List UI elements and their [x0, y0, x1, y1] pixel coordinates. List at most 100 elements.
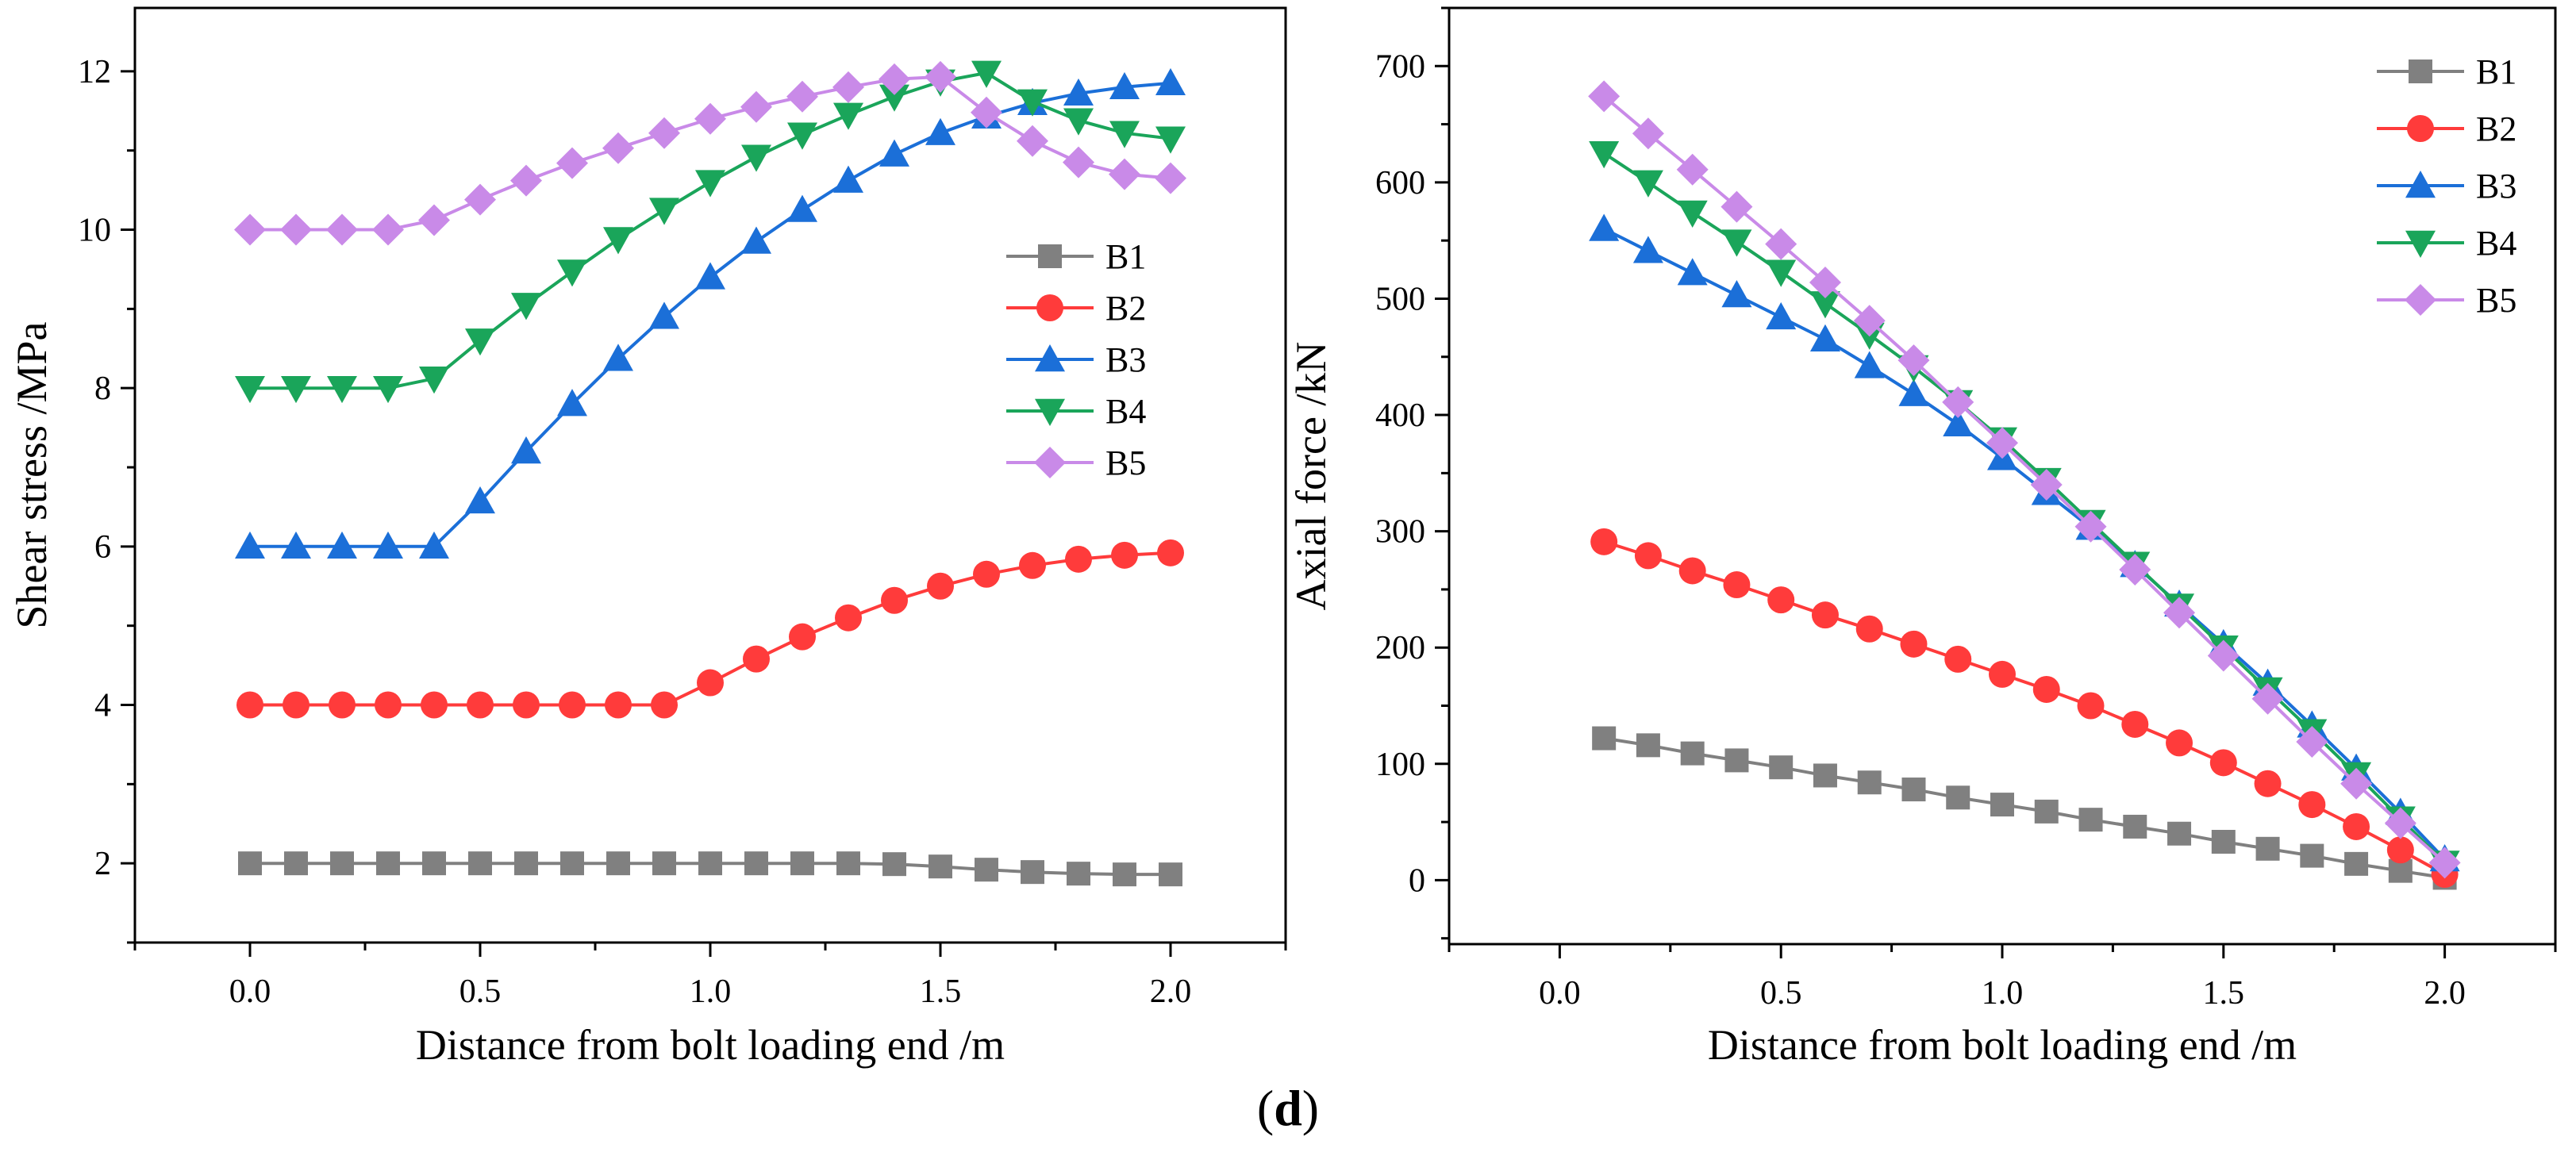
- data-point-b2: [421, 691, 448, 719]
- data-point-b5: [971, 96, 1002, 129]
- data-point-b3: [1109, 71, 1140, 100]
- data-point-b2: [789, 623, 816, 651]
- shear-stress-chart: 0.0 0.5 1.0 1.5 2.0 2 4 6 8 10 12 Distance from bol…: [8, 6, 1287, 1069]
- y-tick-label: 300: [1375, 514, 1425, 551]
- data-point-b1: [376, 851, 400, 876]
- data-point-b5: [832, 71, 864, 103]
- data-point-b3: [327, 531, 357, 559]
- data-point-b2: [2298, 791, 2326, 819]
- data-point-b2: [467, 691, 494, 719]
- data-point-b1: [790, 851, 814, 876]
- data-point-b3: [1766, 301, 1797, 330]
- data-point-b2: [1111, 541, 1138, 569]
- data-point-b1: [238, 851, 262, 876]
- data-point-b4: [511, 293, 541, 321]
- data-point-b4: [1109, 121, 1140, 148]
- y-tick-label: 8: [94, 371, 111, 407]
- data-point-b1: [975, 858, 998, 882]
- data-point-b1: [514, 851, 538, 876]
- data-point-b3: [1943, 409, 1974, 436]
- data-point-b1: [1636, 733, 1660, 758]
- data-point-b3: [1155, 67, 1186, 96]
- legend-label-b5: B5: [1105, 444, 1146, 482]
- x-tick-label: 1.5: [920, 973, 962, 1010]
- data-point-b2: [1157, 539, 1184, 566]
- legend-label-b4: B4: [1105, 392, 1146, 431]
- panel-label: (d): [0, 1079, 2576, 1166]
- data-point-b2: [1590, 528, 1618, 555]
- data-point-b1: [1021, 860, 1044, 885]
- data-point-b2: [2386, 836, 2414, 864]
- data-point-b5: [1109, 158, 1140, 190]
- data-point-b1: [560, 851, 584, 876]
- data-point-b5: [2251, 682, 2284, 715]
- axial-force-chart: 0.0 0.5 1.0 1.5 2.0 0 100 200 300 400 500 600 700 Dis…: [1287, 6, 2557, 1069]
- data-point-b1: [744, 851, 768, 876]
- data-point-b5: [280, 213, 312, 246]
- legend-marker-b2: [2407, 115, 2434, 142]
- data-point-b3: [1632, 236, 1663, 263]
- data-point-b5: [2340, 767, 2373, 800]
- data-point-b2: [236, 691, 263, 719]
- data-point-b1: [929, 854, 952, 879]
- data-point-b4: [281, 375, 311, 404]
- series-b4: [1589, 141, 2460, 878]
- data-point-b4: [833, 102, 863, 130]
- legend: B1 B2 B3 B4 B5: [1006, 237, 1146, 482]
- data-point-b1: [2300, 843, 2324, 868]
- data-point-b5: [925, 60, 956, 93]
- data-point-b1: [1113, 862, 1136, 887]
- y-tick-label: 2: [94, 846, 111, 882]
- y-axis-label: Axial force /kN: [1287, 342, 1335, 611]
- data-point-b2: [513, 691, 540, 719]
- panel-label-letter: d: [1274, 1080, 1302, 1136]
- data-point-b4: [419, 367, 449, 394]
- data-point-b1: [698, 851, 722, 876]
- data-point-b2: [375, 691, 402, 719]
- legend-marker-b5: [2405, 284, 2436, 316]
- data-point-b1: [836, 851, 860, 876]
- legend-label-b1: B1: [2476, 52, 2516, 91]
- data-point-b5: [1986, 427, 2018, 459]
- y-tick-label: 100: [1375, 747, 1425, 783]
- data-point-b1: [468, 851, 492, 876]
- data-point-b4: [1677, 200, 1708, 228]
- data-point-b3: [649, 301, 679, 329]
- y-tick-label: 500: [1375, 281, 1425, 317]
- y-axis-label: Shear stress /MPa: [8, 321, 56, 628]
- data-point-b2: [1855, 615, 1883, 643]
- data-point-b2: [1944, 645, 1972, 673]
- legend-marker-b5: [1034, 447, 1066, 478]
- data-point-b4: [603, 227, 633, 255]
- data-point-b1: [652, 851, 676, 876]
- data-point-b3: [925, 117, 955, 145]
- x-tick-label: 0.0: [229, 973, 271, 1010]
- data-point-b1: [330, 851, 354, 876]
- data-point-b3: [741, 226, 771, 254]
- data-point-b2: [651, 691, 678, 719]
- data-point-b5: [556, 147, 588, 179]
- data-point-b5: [1942, 386, 1974, 418]
- data-point-b1: [1680, 741, 1705, 766]
- data-point-b2: [283, 691, 310, 719]
- data-point-b4: [971, 60, 1002, 88]
- data-point-b5: [464, 183, 496, 216]
- data-point-b1: [2255, 836, 2280, 861]
- legend-marker-b2: [1036, 294, 1063, 321]
- series-b2: [236, 539, 1184, 719]
- data-point-b2: [2254, 770, 2282, 797]
- data-point-b5: [1853, 305, 1886, 337]
- series-b1: [238, 851, 1182, 887]
- data-point-b5: [648, 117, 680, 149]
- data-point-b1: [284, 851, 308, 876]
- legend-marker-b4: [2405, 230, 2436, 258]
- series-b4: [235, 60, 1186, 404]
- series-b2: [1590, 528, 2459, 889]
- data-point-b5: [879, 63, 910, 95]
- data-point-b1: [882, 852, 906, 877]
- data-point-b4: [1155, 126, 1186, 154]
- legend-marker-b1: [1038, 244, 1062, 268]
- data-point-b3: [1589, 213, 1620, 241]
- x-tick-label: 1.0: [1982, 975, 2024, 1012]
